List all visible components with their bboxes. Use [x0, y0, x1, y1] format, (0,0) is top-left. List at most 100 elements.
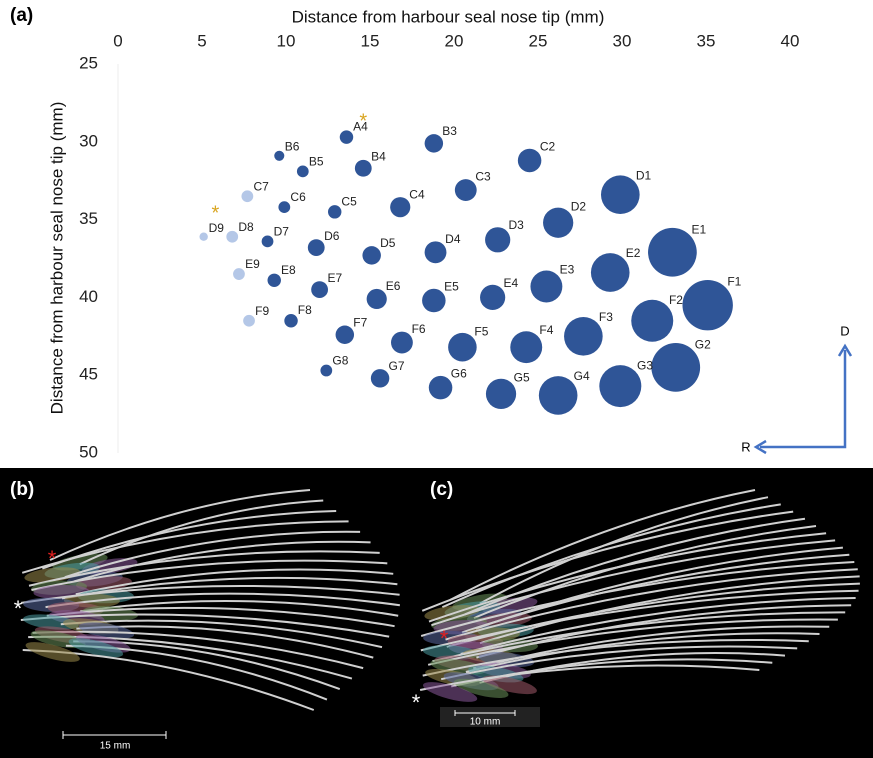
panel-label: (a): [10, 5, 33, 26]
x-tick-label: 25: [529, 31, 548, 50]
point-label: B5: [309, 154, 324, 168]
y-tick-label: 25: [79, 53, 98, 72]
panel-label: (c): [430, 479, 453, 500]
point-label: E8: [281, 263, 296, 277]
bubble: [233, 268, 245, 280]
bubble: [425, 134, 443, 152]
y-tick-label: 50: [79, 442, 98, 461]
point-label: B4: [371, 150, 386, 164]
x-tick-label: 5: [197, 31, 206, 50]
bubble: [564, 317, 603, 356]
bubble: [308, 239, 325, 256]
bubble: [455, 179, 477, 201]
bubble: [601, 175, 640, 214]
y-tick-label: 30: [79, 131, 98, 150]
bubble: [422, 289, 446, 313]
point-label: E5: [444, 279, 459, 293]
bubble: [340, 130, 353, 143]
bubble: [241, 190, 253, 202]
point-label: D5: [380, 236, 396, 250]
point-label: F7: [353, 315, 367, 329]
bubble: [284, 314, 297, 327]
point-label: F1: [727, 275, 741, 289]
bubble: [485, 227, 510, 252]
x-tick-label: 30: [613, 31, 632, 50]
point-label: G7: [389, 359, 405, 373]
point-label: G3: [637, 359, 653, 373]
compass-label: D: [840, 323, 849, 338]
point-label: E7: [327, 271, 342, 285]
point-label: G8: [332, 354, 348, 368]
point-label: G6: [451, 367, 467, 381]
bubble: [599, 365, 641, 407]
bubble: [199, 233, 207, 241]
bubble: [355, 160, 372, 177]
point-label: B6: [285, 139, 300, 153]
x-tick-label: 35: [697, 31, 716, 50]
x-tick-label: 40: [781, 31, 800, 50]
point-label: D8: [238, 220, 254, 234]
y-tick-label: 45: [79, 365, 98, 384]
point-label: F4: [539, 323, 553, 337]
point-label: E6: [386, 279, 401, 293]
point-label: C2: [540, 139, 556, 153]
bubble: [390, 197, 410, 217]
bubble: [510, 331, 542, 363]
bubble: [591, 253, 630, 292]
bubble: [367, 289, 387, 309]
x-axis-title: Distance from harbour seal nose tip (mm): [292, 7, 605, 26]
marker: *: [48, 546, 57, 571]
x-tick-label: 0: [113, 31, 122, 50]
bubble: [480, 285, 505, 310]
bubble: [539, 376, 578, 415]
bubble: [486, 379, 516, 409]
bubble: [530, 271, 562, 303]
scale-label: 15 mm: [100, 741, 131, 752]
bubble: [648, 228, 697, 277]
point-label: C5: [341, 194, 357, 208]
page: {"chart_data":{"type":"bubble","panel_la…: [0, 0, 873, 758]
x-tick-label: 10: [277, 31, 296, 50]
point-label: D4: [445, 232, 461, 246]
point-label: C6: [290, 190, 306, 204]
bubble: [328, 205, 341, 218]
bubble: [425, 241, 447, 263]
bubble: [336, 326, 354, 344]
bubble: [391, 332, 413, 354]
x-tick-label: 15: [361, 31, 380, 50]
bubble: [362, 246, 380, 264]
bubble: [651, 343, 700, 392]
point-label: F2: [669, 293, 683, 307]
point-label: E1: [691, 222, 706, 236]
point-label: E9: [245, 257, 260, 271]
y-tick-label: 35: [79, 209, 98, 228]
point-label: F3: [599, 310, 613, 324]
point-label: G5: [514, 370, 530, 384]
compass: [756, 346, 851, 453]
point-label: D6: [324, 229, 340, 243]
bubble: [243, 315, 255, 327]
compass-label: R: [741, 439, 750, 454]
y-tick-label: 40: [79, 287, 98, 306]
bubble: [320, 365, 332, 377]
panel-label: (b): [10, 479, 34, 500]
figure: (a) Distance from harbour seal nose tip …: [0, 0, 873, 758]
bubble: [429, 376, 453, 400]
bubble: [274, 151, 284, 161]
compass-arrows: [760, 350, 845, 447]
point-label: C3: [475, 170, 491, 184]
bubble: [682, 280, 732, 330]
point-label: D2: [571, 199, 587, 213]
point-label: D7: [274, 224, 290, 238]
point-label: E3: [560, 263, 575, 277]
bubble: [518, 149, 542, 173]
point-label: E4: [503, 276, 518, 290]
marker: *: [14, 596, 23, 621]
annotation: *: [212, 203, 220, 225]
point-label: C7: [253, 179, 269, 193]
point-label: G2: [695, 338, 711, 352]
marker: *: [412, 690, 421, 715]
y-axis-title: Distance from harbour seal nose tip (mm): [47, 102, 66, 415]
point-label: E2: [626, 246, 641, 260]
bubble: [448, 333, 477, 362]
